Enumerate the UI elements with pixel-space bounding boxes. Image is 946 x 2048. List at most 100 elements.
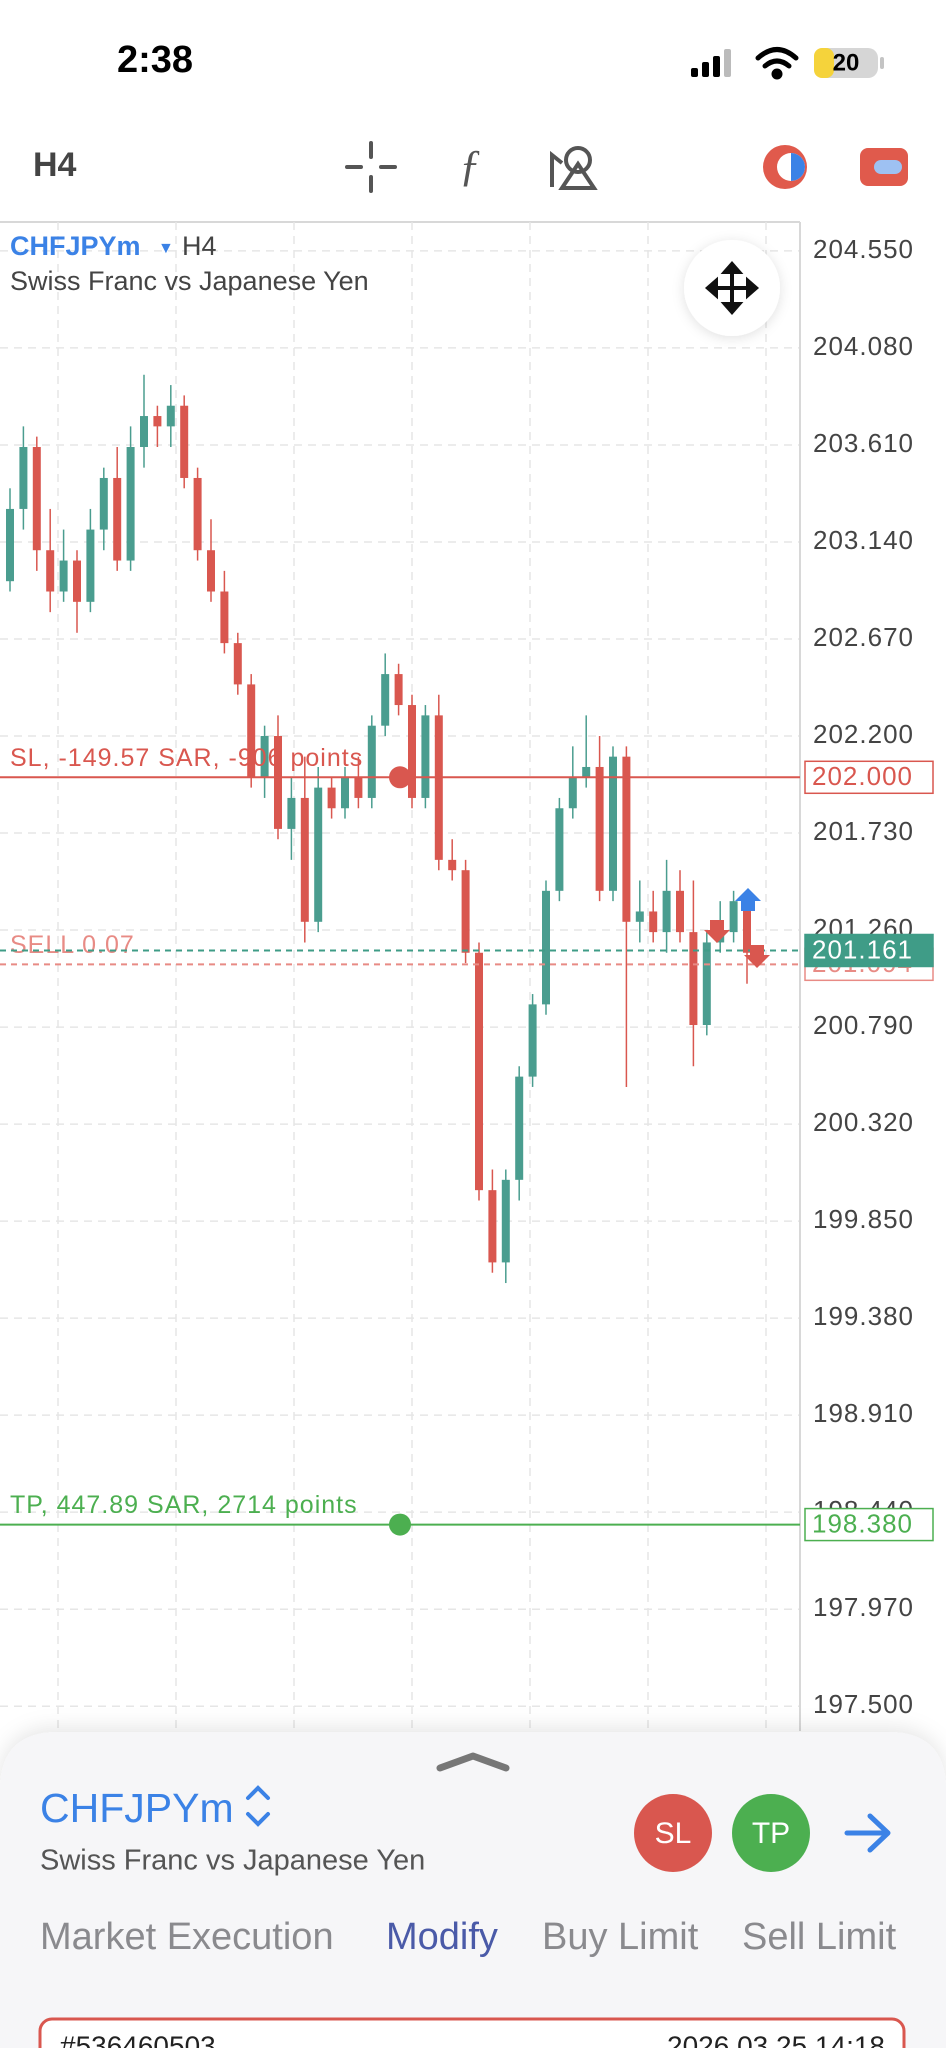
trade-marker [744, 945, 770, 968]
chart-subtitle: Swiss Franc vs Japanese Yen [10, 266, 369, 296]
panel-background [0, 1732, 946, 2048]
objects-button[interactable] [550, 146, 598, 190]
candle-body [595, 766, 604, 891]
candle-body [113, 477, 122, 561]
price-label: 201.161 [812, 934, 913, 964]
candle-body [287, 797, 296, 829]
candle-body [582, 766, 591, 778]
candle-body [327, 787, 336, 809]
trade-button[interactable] [860, 148, 908, 186]
panel-handle[interactable] [436, 1752, 510, 1772]
y-tick-label: 200.320 [813, 1107, 914, 1137]
candle-body [46, 550, 55, 592]
price-label-box [804, 933, 934, 968]
candle-body [6, 508, 14, 582]
candle-body [555, 808, 564, 891]
clock: 2:38 [117, 39, 193, 81]
toolbar: H4 ƒ [33, 141, 908, 193]
candle-body [448, 859, 457, 871]
y-tick-label: 199.380 [813, 1301, 914, 1331]
candle-body [314, 787, 323, 922]
chart: 204.550 204.080 203.610 203.140 202.670 202.2… [0, 222, 934, 1731]
signal-icon [691, 49, 731, 77]
candle-body [367, 725, 376, 798]
candle-body [193, 477, 202, 551]
level-handle[interactable] [389, 766, 411, 789]
candle-body [207, 550, 215, 592]
timeframe-button[interactable]: H4 [33, 146, 77, 184]
candle-body [180, 405, 189, 478]
candle-body [32, 447, 41, 551]
candle-body [461, 870, 470, 953]
y-tick-label: 204.550 [813, 234, 914, 264]
candle-body [488, 1190, 497, 1263]
order-card[interactable] [38, 2017, 906, 2048]
tab[interactable]: Sell Limit [742, 1916, 897, 1958]
next-button[interactable] [844, 1813, 891, 1853]
theme-button[interactable] [763, 145, 807, 189]
y-tick-label: 201.730 [813, 816, 914, 846]
candle-body [421, 715, 430, 798]
candle-body [19, 447, 28, 509]
candle-body [140, 416, 148, 448]
candle-body [354, 777, 363, 798]
symbol-switch[interactable] [246, 1785, 270, 1827]
battery-text: 20 [833, 49, 860, 76]
tab[interactable]: Modify [386, 1916, 498, 1958]
sl-button-label[interactable]: SL [655, 1817, 692, 1850]
tab[interactable]: Market Execution [40, 1916, 334, 1958]
level-handle[interactable] [389, 1513, 411, 1536]
candle-body [689, 932, 698, 1026]
y-tick-label: 202.670 [813, 622, 914, 652]
chart-timeframe: H4 [182, 231, 217, 261]
y-tick-label: 202.200 [813, 719, 914, 749]
candle-body [743, 901, 751, 953]
candle-body [394, 674, 403, 706]
tp-button[interactable] [732, 1794, 810, 1872]
wifi-icon [755, 47, 799, 80]
move-button[interactable] [684, 240, 780, 336]
candle-body [59, 560, 68, 592]
battery-tip [880, 57, 884, 69]
level-text: TP, 447.89 SAR, 2714 points [10, 1491, 358, 1519]
candle-body [166, 405, 175, 427]
candle-body [73, 560, 81, 602]
y-tick-label: 203.140 [813, 525, 914, 555]
candle-body [528, 1004, 537, 1077]
trade-marker [704, 920, 730, 943]
candle-body [260, 736, 269, 778]
chart-symbol[interactable]: CHFJPYm [10, 231, 141, 261]
symbol-dropdown[interactable]: ▼ [158, 240, 174, 257]
trade-marker [735, 888, 761, 911]
candle-body [300, 797, 309, 922]
candle-body [99, 477, 108, 530]
sl-button[interactable] [634, 1794, 712, 1872]
y-tick-label: 204.080 [813, 331, 914, 361]
level-text: SL, -149.57 SAR, -906 points [10, 744, 363, 772]
candle-body [153, 416, 162, 427]
candle-body [247, 684, 256, 778]
y-tick-label: 197.500 [813, 1689, 914, 1719]
candle-body [635, 911, 644, 922]
candle-body [568, 777, 577, 809]
crosshair-button[interactable] [345, 141, 397, 193]
indicators-button[interactable]: ƒ [459, 141, 481, 190]
price-label: 202.000 [812, 761, 913, 791]
tab[interactable]: Buy Limit [542, 1916, 699, 1958]
candle-body [408, 705, 416, 798]
candle-body [475, 952, 483, 1191]
price-label: 198.380 [812, 1508, 913, 1538]
order-panel: CHFJPYm Swiss Franc vs Japanese Yen SL T… [0, 1732, 946, 2048]
candle-body [501, 1179, 510, 1263]
candle-body [381, 674, 390, 726]
y-tick-label: 199.850 [813, 1204, 914, 1234]
tp-button-label[interactable]: TP [752, 1817, 790, 1850]
panel-symbol[interactable]: CHFJPYm [40, 1785, 234, 1831]
candle-body [126, 447, 135, 561]
price-label-box [804, 1507, 934, 1542]
candle-body [515, 1076, 524, 1180]
candle-body [702, 942, 711, 1026]
